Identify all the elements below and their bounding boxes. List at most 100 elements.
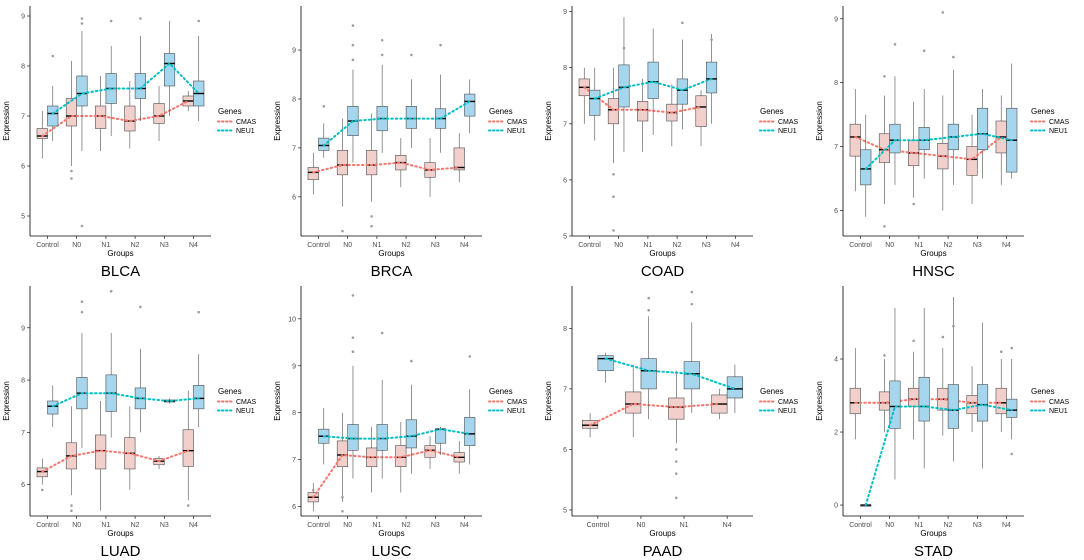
y-tick-label: 9 [21, 14, 25, 21]
outlier-point [351, 58, 355, 62]
box-neu1-n1 [918, 89, 930, 179]
outlier-point [109, 289, 113, 293]
box-neu1-n0 [618, 17, 630, 152]
x-tick-label: N0 [885, 522, 894, 529]
y-axis-title: Expression [815, 101, 824, 141]
x-tick-label: N4 [723, 522, 732, 529]
x-tick-label: N1 [680, 522, 689, 529]
x-tick-label: N4 [460, 522, 469, 529]
outlier-point [311, 488, 315, 492]
trend-line-cmas [583, 86, 702, 114]
outlier-point [647, 296, 651, 300]
box-neu1-n3 [163, 21, 176, 116]
x-tick-label: N4 [460, 242, 469, 249]
outlier-point [380, 53, 384, 57]
box-cmas-n0 [65, 61, 78, 166]
panel-title: HNSC [912, 263, 955, 280]
panel-title: PAAD [643, 543, 683, 560]
box-cmas-n1 [908, 351, 920, 440]
y-tick-label: 5 [21, 214, 25, 221]
box-neu1-n1 [683, 322, 700, 414]
y-tick-label: 6 [563, 447, 567, 454]
box-iqr [47, 105, 59, 127]
box-iqr [918, 376, 930, 422]
box-iqr [405, 419, 417, 449]
box-cmas-n2 [937, 348, 949, 436]
panel-title: COAD [641, 263, 685, 280]
x-tick-label: Control [587, 522, 610, 529]
outlier-point [341, 229, 344, 233]
x-tick-label: N0 [72, 522, 81, 529]
x-tick-label: N2 [944, 522, 953, 529]
series-neu1 [47, 289, 205, 449]
legend-label: NEU1 [236, 128, 255, 135]
outlier-point [922, 49, 926, 53]
x-axis-title: Groups [649, 249, 675, 258]
box-iqr [849, 387, 861, 415]
outlier-point [674, 460, 678, 463]
series-neu1 [47, 17, 205, 228]
outlier-point [674, 472, 678, 475]
outlier-point [351, 350, 355, 354]
legend: Genes CMAS NEU1 [488, 387, 528, 415]
y-tick-label: 9 [292, 48, 296, 55]
box-iqr [453, 147, 465, 171]
series-neu1 [860, 43, 1018, 217]
box-neu1-n1 [376, 379, 388, 479]
outlier-point [380, 331, 384, 335]
legend: Genes CMAS NEU1 [1030, 387, 1070, 415]
box-neu1-control [597, 352, 614, 383]
series-cmas [849, 335, 1007, 440]
box-cmas-control [578, 67, 590, 124]
box-iqr [889, 123, 901, 154]
y-axis-title: Expression [544, 381, 553, 421]
box-neu1-n1 [105, 46, 117, 136]
legend-label: NEU1 [1049, 128, 1068, 135]
outlier-point [710, 38, 713, 41]
legend-label: CMAS [778, 399, 799, 406]
box-iqr [889, 380, 901, 429]
box-neu1-n1 [105, 333, 117, 438]
panel-title: STAD [914, 543, 953, 560]
box-cmas-n1 [366, 426, 378, 493]
outlier-point [51, 54, 55, 58]
outlier-point [70, 169, 73, 173]
box-neu1-n0 [889, 307, 901, 480]
x-tick-label: Control [36, 242, 59, 249]
x-tick-label: Control [849, 522, 872, 529]
x-tick-label: N3 [160, 522, 169, 529]
box-cmas-n4 [995, 95, 1007, 185]
panel-title: BLCA [101, 263, 140, 280]
y-axis-title: Expression [273, 381, 282, 421]
box-cmas-n4 [995, 359, 1007, 433]
box-cmas-n1 [366, 113, 378, 202]
box-cmas-n2 [937, 95, 949, 211]
box-iqr [65, 98, 78, 127]
box-neu1-n1 [918, 307, 930, 469]
series-cmas [582, 364, 728, 500]
box-neu1-n2 [405, 384, 417, 474]
x-tick-label: N3 [160, 242, 169, 249]
x-tick-label: N3 [431, 522, 440, 529]
outlier-point [80, 300, 84, 303]
box-iqr [966, 395, 978, 415]
outlier-point [351, 24, 355, 27]
box-iqr [134, 73, 146, 99]
x-axis-title: Groups [920, 249, 946, 258]
outlier-point [370, 215, 373, 218]
outlier-point [410, 359, 413, 363]
panel-stad: 0 2 4 Control N0 N1 N2 N3 N4 Groups Expression STAD… [815, 286, 1070, 560]
x-tick-label: N3 [702, 242, 711, 249]
x-tick-label: N3 [431, 242, 440, 249]
y-tick-label: 5 [563, 507, 567, 514]
box-iqr [625, 391, 642, 414]
legend: Genes CMAS NEU1 [217, 387, 257, 415]
box-iqr [307, 167, 319, 181]
y-tick-label: 5 [563, 234, 567, 241]
outlier-point [883, 225, 886, 228]
legend-label: CMAS [236, 119, 257, 126]
box-neu1-control [589, 67, 601, 141]
panel-luad: 6 7 8 9 Control N0 N1 N2 N3 N4 Groups Expression LUA… [2, 286, 257, 560]
box-iqr [976, 107, 989, 151]
box-neu1-n1 [376, 64, 388, 153]
